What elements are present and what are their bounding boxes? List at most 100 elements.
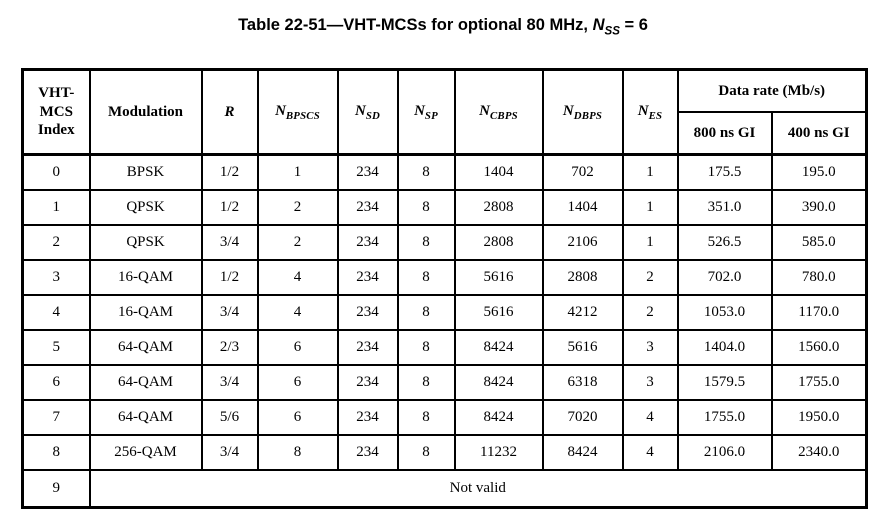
caption-variable-subscript: SS [604, 25, 620, 38]
table-cell: 6 [256, 398, 339, 436]
table-row: 4 16-QAM 3/4 4 234 8 5616 4212 2 1053.0 1170.0 [21, 293, 868, 331]
table-cell: 175.5 [676, 153, 773, 191]
table-cell: 4 [21, 293, 91, 331]
table-cell: 8 [396, 328, 456, 366]
table-cell: 8 [396, 293, 456, 331]
table-cell: 1 [256, 153, 339, 191]
table-cell: 780.0 [770, 258, 868, 296]
table-cell: 8 [256, 433, 339, 471]
table-row: 7 64-QAM 5/6 6 234 8 8424 7020 4 1755.0 1950.0 [21, 398, 868, 436]
table-cell: 1404 [453, 153, 544, 191]
not-valid-cell: Not valid [88, 468, 868, 509]
table-cell: 8 [396, 153, 456, 191]
header-ncbps-sub: CBPS [490, 109, 518, 122]
table-cell: 2 [621, 258, 679, 296]
header-ncbps: NCBPS [453, 68, 544, 156]
table-cell: 256-QAM [88, 433, 203, 471]
header-ndbps-sub: DBPS [573, 109, 603, 122]
header-nes-base: N [637, 102, 649, 119]
table-row: 6 64-QAM 3/4 6 234 8 8424 6318 3 1579.5 1755.0 [21, 363, 868, 401]
table-cell: 6 [256, 363, 339, 401]
table-cell: 2808 [453, 223, 544, 261]
table-cell: 702.0 [676, 258, 773, 296]
table-cell: 702 [541, 153, 624, 191]
table-cell: 6318 [541, 363, 624, 401]
header-row-sub: 800 ns GI 400 ns GI [23, 111, 868, 156]
table-cell: 1950.0 [770, 398, 868, 436]
table-cell: 2 [21, 223, 91, 261]
table-row: 3 16-QAM 1/2 4 234 8 5616 2808 2 702.0 780.0 [21, 258, 868, 296]
table-row: 5 64-QAM 2/3 6 234 8 8424 5616 3 1404.0 1560.0 [21, 328, 868, 366]
header-ndbps-base: N [562, 102, 574, 119]
table-cell: 8 [396, 363, 456, 401]
table-cell: 8424 [541, 433, 624, 471]
table-cell: 16-QAM [88, 293, 203, 331]
table-cell: 8424 [453, 363, 544, 401]
header-vht-mcs-index: VHT- MCS Index [21, 68, 91, 156]
table-cell: 1/2 [200, 153, 259, 191]
table-body: 0 BPSK 1/2 1 234 8 1404 702 1 175.5 195.0 1 QPSK 1/2 2… [21, 153, 868, 509]
table-cell: 64-QAM [88, 363, 203, 401]
table-cell: 3/4 [200, 293, 259, 331]
table-cell: 1755.0 [676, 398, 773, 436]
table-cell: 6 [256, 328, 339, 366]
caption-variable-base: N [592, 16, 605, 34]
table-cell: 11232 [453, 433, 544, 471]
table-cell: 1560.0 [770, 328, 868, 366]
table-cell: 8424 [453, 398, 544, 436]
header-nsd-sub: SD [365, 109, 381, 122]
table-cell: 234 [336, 188, 399, 226]
table-cell: 1579.5 [676, 363, 773, 401]
table-cell: 2 [621, 293, 679, 331]
header-nsp-base: N [414, 102, 425, 119]
table-cell: QPSK [88, 223, 203, 261]
table-cell: 195.0 [770, 153, 868, 191]
table-cell: 64-QAM [88, 398, 203, 436]
table-cell: 6 [21, 363, 91, 401]
table-cell: 1/2 [200, 258, 259, 296]
table-row: 1 QPSK 1/2 2 234 8 2808 1404 1 351.0 390.0 [21, 188, 868, 226]
table-cell: 1404.0 [676, 328, 773, 366]
table-cell: 8 [396, 398, 456, 436]
header-nes-sub: ES [648, 109, 663, 122]
caption-text-prefix: Table 22-51—VHT-MCSs for optional 80 MHz… [238, 16, 593, 34]
table-cell: 526.5 [676, 223, 773, 261]
table-cell: BPSK [88, 153, 203, 191]
table-cell: 4 [621, 398, 679, 436]
table-cell: 4 [621, 433, 679, 471]
header-r: R [200, 68, 259, 156]
table-cell: 7 [21, 398, 91, 436]
table-cell: 351.0 [676, 188, 773, 226]
table-cell: 390.0 [770, 188, 868, 226]
table-cell: 9 [21, 468, 91, 509]
header-modulation: Modulation [88, 68, 203, 156]
table-cell: 234 [336, 258, 399, 296]
table-cell: 1755.0 [770, 363, 868, 401]
header-nsd-base: N [354, 102, 366, 119]
table-cell: 8 [21, 433, 91, 471]
table-cell: 234 [336, 363, 399, 401]
table-cell: 3/4 [200, 433, 259, 471]
table-cell: 7020 [541, 398, 624, 436]
header-nbpscs-sub: BPSCS [285, 109, 320, 122]
table-cell: 4212 [541, 293, 624, 331]
table-cell: 585.0 [770, 223, 868, 261]
table-cell: 234 [336, 433, 399, 471]
table-cell: 3/4 [200, 223, 259, 261]
table-cell: 1170.0 [770, 293, 868, 331]
header-nsp-sub: SP [424, 109, 438, 122]
header-800ns-gi: 800 ns GI [676, 111, 773, 156]
table-cell: 8 [396, 223, 456, 261]
table-cell: 1404 [541, 188, 624, 226]
table-cell: 2 [256, 188, 339, 226]
table-cell: 1053.0 [676, 293, 773, 331]
table-cell: 234 [336, 153, 399, 191]
table-cell: 5/6 [200, 398, 259, 436]
table-cell: 2106.0 [676, 433, 773, 471]
table-cell: 8 [396, 188, 456, 226]
table-cell: 64-QAM [88, 328, 203, 366]
header-nbpscs-base: N [275, 102, 286, 119]
table-cell: 5616 [453, 293, 544, 331]
header-nbpscs: NBPSCS [256, 68, 339, 156]
table-cell: 1 [621, 153, 679, 191]
